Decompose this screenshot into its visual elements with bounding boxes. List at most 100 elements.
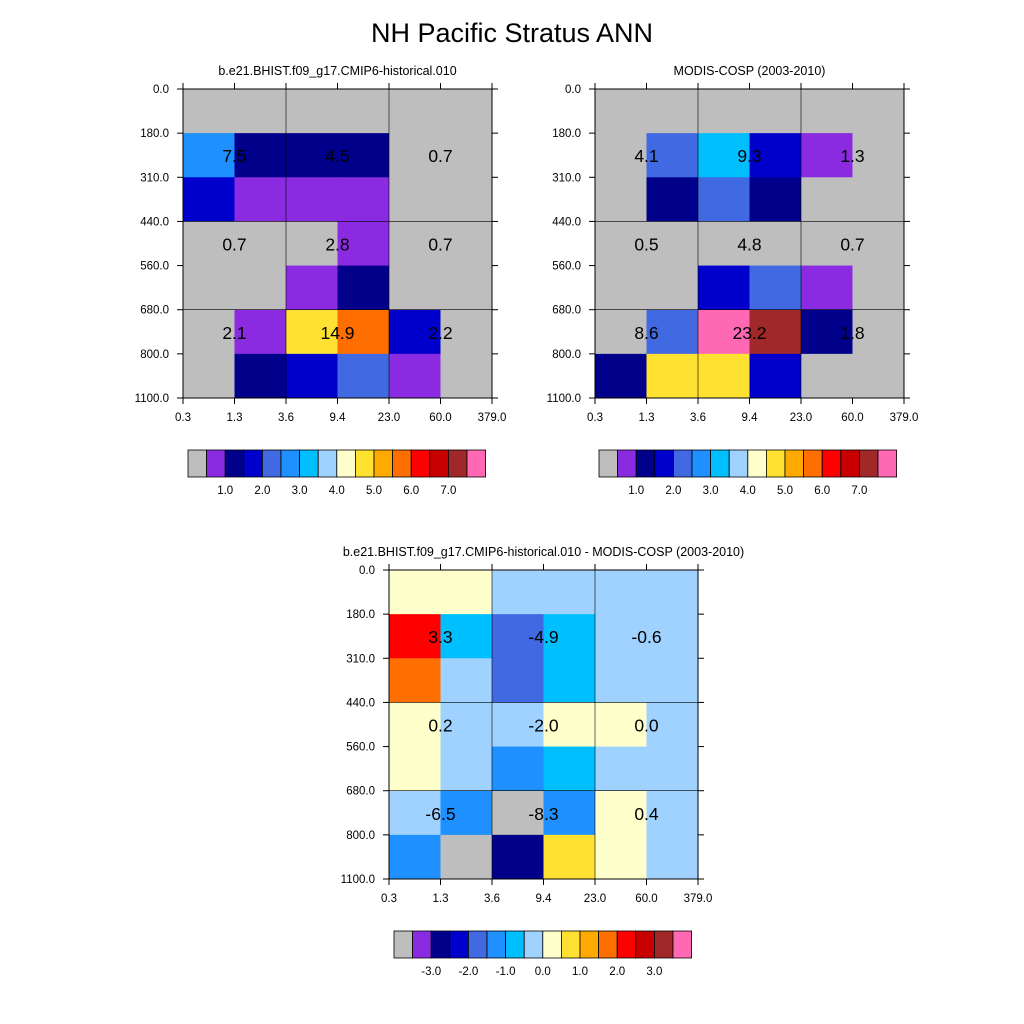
heatmap-cell <box>801 133 853 178</box>
heatmap-cell <box>852 309 905 355</box>
cell-value-label: 1.8 <box>840 323 864 343</box>
heatmap-cell <box>440 133 493 178</box>
y-tick-label: 0.0 <box>565 84 581 96</box>
heatmap-cell <box>646 133 699 178</box>
heatmap-cell <box>183 221 235 267</box>
colorbar-swatch <box>243 449 263 478</box>
heatmap-cell <box>543 790 596 836</box>
cell-value-label: 2.8 <box>325 235 349 255</box>
colorbar-swatch <box>784 449 805 478</box>
colorbar-swatch <box>410 449 431 478</box>
heatmap-cell <box>337 89 390 134</box>
colorbar-label: 1.0 <box>217 485 233 497</box>
colorbar-swatch <box>728 449 749 478</box>
heatmap-cell <box>440 658 493 703</box>
cell-value-label: 23.2 <box>732 323 766 343</box>
x-tick-label: 9.4 <box>742 412 759 424</box>
y-tick-label: 680.0 <box>346 786 375 798</box>
colorbar-swatch <box>654 449 674 478</box>
heatmap-cell <box>183 177 235 222</box>
heatmap-cell <box>543 570 596 615</box>
y-tick-label: 180.0 <box>140 128 169 140</box>
heatmap-cell <box>595 265 647 311</box>
heatmap-cell <box>440 89 493 134</box>
heatmap-cell <box>595 658 647 703</box>
colorbar-swatch <box>803 449 823 478</box>
heatmap-cell <box>492 614 544 659</box>
colorbar-swatch <box>672 930 693 959</box>
heatmap-cell <box>595 133 647 178</box>
colorbar-swatch <box>542 930 562 959</box>
colorbar-label: 5.0 <box>777 485 793 497</box>
colorbar-label: 2.0 <box>665 485 681 497</box>
heatmap-cell <box>234 177 287 222</box>
colorbar-swatch <box>392 449 412 478</box>
cell-value-label: 0.5 <box>634 235 658 255</box>
heatmap-cell <box>286 265 338 311</box>
heatmap-cell <box>389 570 441 615</box>
heatmap-cell <box>646 834 699 880</box>
y-tick-label: 1100.0 <box>547 393 581 405</box>
heatmap-cell <box>698 89 750 134</box>
colorbar-swatch <box>373 449 394 478</box>
colorbar-swatch <box>466 449 487 478</box>
x-tick-label: 379.0 <box>478 412 507 424</box>
heatmap-cell <box>440 746 493 792</box>
colorbar-label: 6.0 <box>814 485 830 497</box>
x-tick-label: 0.3 <box>587 412 603 424</box>
y-tick-label: 180.0 <box>346 609 375 621</box>
heatmap-cell <box>646 614 699 659</box>
colorbar-swatch <box>317 449 338 478</box>
colorbar-label: 3.0 <box>292 485 308 497</box>
colorbar-swatch <box>261 449 282 478</box>
y-tick-label: 0.0 <box>359 565 375 577</box>
colorbar-swatch <box>673 449 693 478</box>
x-tick-label: 23.0 <box>378 412 400 424</box>
colorbar-swatch <box>224 449 245 478</box>
heatmap-cell <box>698 265 750 311</box>
y-tick-label: 180.0 <box>552 128 581 140</box>
heatmap-cell <box>440 570 493 615</box>
heatmap-cell <box>646 790 699 836</box>
heatmap-cell <box>286 89 338 134</box>
colorbar-label: 7.0 <box>440 485 456 497</box>
heatmap-cell <box>646 89 699 134</box>
heatmap-cell <box>698 177 750 222</box>
cell-value-label: 0.0 <box>634 716 659 736</box>
heatmap-cell <box>646 353 699 399</box>
cell-value-label: 0.7 <box>222 235 246 255</box>
cell-value-label: -4.9 <box>528 627 558 647</box>
heatmap-cell <box>543 746 596 792</box>
heatmap-cell <box>852 177 905 222</box>
y-tick-label: 560.0 <box>140 261 169 273</box>
heatmap-cell <box>595 614 647 659</box>
heatmap-cell <box>440 614 493 659</box>
colorbar-swatch <box>635 930 655 959</box>
colorbar-label: 7.0 <box>851 485 867 497</box>
chart-panel-2: MODIS-COSP (2003-2010) 0.3 1.3 3.6 9.4 23.0 60… <box>547 64 919 497</box>
heatmap-cell <box>440 353 493 399</box>
colorbar-swatch <box>766 449 786 478</box>
y-tick-label: 440.0 <box>346 697 375 709</box>
heatmap-cell <box>595 221 647 267</box>
y-tick-label: 800.0 <box>140 349 169 361</box>
heatmap-cell <box>801 89 853 134</box>
colorbar-swatch <box>747 449 767 478</box>
cell-value-label: -0.6 <box>631 627 661 647</box>
heatmap-cell <box>286 177 338 222</box>
colorbar-swatch <box>859 449 879 478</box>
cell-value-label: 1.3 <box>840 146 864 166</box>
colorbar-label: 2.0 <box>609 966 625 978</box>
heatmap-cell <box>440 221 493 267</box>
heatmap-cell <box>801 309 853 355</box>
heatmap-cell <box>389 221 441 267</box>
cell-value-label: 9.3 <box>737 146 761 166</box>
y-tick-label: 1100.0 <box>341 874 375 886</box>
colorbar-label: 6.0 <box>403 485 419 497</box>
heatmap-cell <box>286 309 338 355</box>
heatmap-cell <box>698 221 750 267</box>
heatmap-cell <box>543 614 596 659</box>
cell-value-label: -6.5 <box>425 804 455 824</box>
x-tick-label: 60.0 <box>429 412 451 424</box>
x-tick-label: 1.3 <box>639 412 655 424</box>
